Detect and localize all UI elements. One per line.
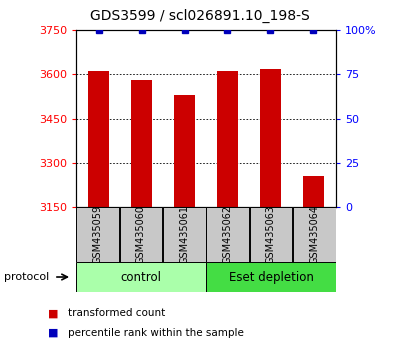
Bar [163, 207, 206, 262]
Bar [76, 262, 206, 292]
Text: GSM435062: GSM435062 [223, 205, 233, 264]
Text: ■: ■ [48, 328, 58, 338]
Bar [206, 207, 249, 262]
Bar [217, 72, 238, 207]
Text: GDS3599 / scl026891.10_198-S: GDS3599 / scl026891.10_198-S [90, 9, 310, 23]
Bar [131, 80, 152, 207]
Text: transformed count: transformed count [68, 308, 165, 318]
Bar [250, 207, 292, 262]
Text: GSM435061: GSM435061 [179, 205, 189, 264]
Text: GSM435060: GSM435060 [136, 205, 146, 264]
Bar [174, 95, 195, 207]
Bar [293, 207, 336, 262]
Text: Eset depletion: Eset depletion [228, 270, 314, 284]
Bar [303, 176, 324, 207]
Bar [120, 207, 162, 262]
Text: GSM435059: GSM435059 [93, 205, 103, 264]
Text: GSM435064: GSM435064 [309, 205, 319, 264]
Bar [88, 72, 109, 207]
Bar [260, 69, 281, 207]
Text: ■: ■ [48, 308, 58, 318]
Text: GSM435063: GSM435063 [266, 205, 276, 264]
Text: protocol: protocol [4, 272, 49, 282]
Text: percentile rank within the sample: percentile rank within the sample [68, 328, 244, 338]
Bar [206, 262, 336, 292]
Text: control: control [120, 270, 162, 284]
Bar [76, 207, 119, 262]
